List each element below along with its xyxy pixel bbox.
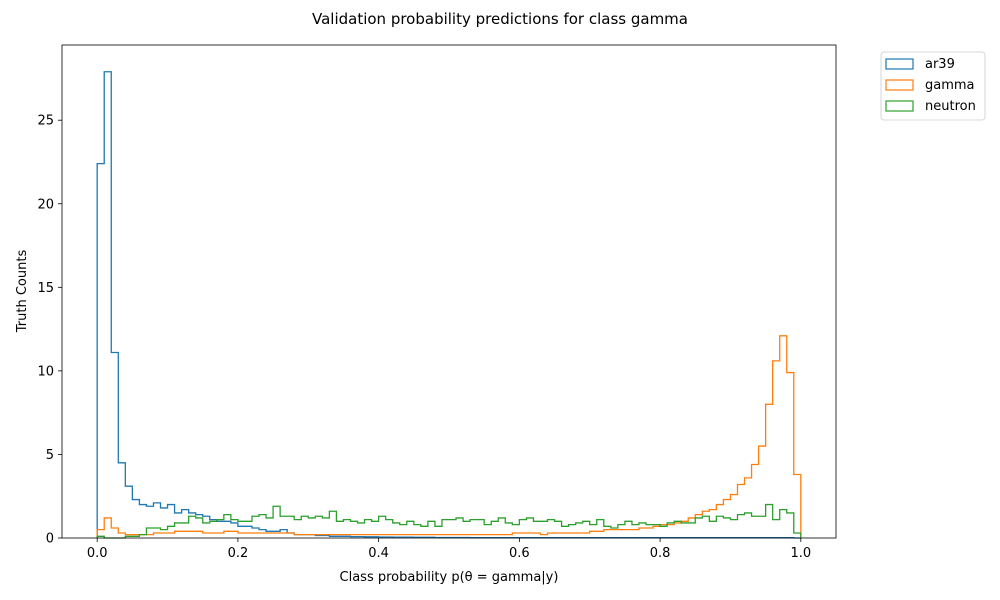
x-tick-label: 0.0 (87, 546, 108, 561)
y-tick-label: 5 (46, 448, 54, 463)
legend-label-neutron: neutron (925, 99, 976, 114)
histogram-series-gamma (96, 335, 802, 538)
x-axis: 0.0 0.2 0.4 0.6 0.8 1.0 (87, 538, 811, 561)
legend-label-ar39: ar39 (925, 57, 955, 72)
y-tick-label: 15 (37, 281, 54, 296)
y-tick-label: 20 (37, 197, 54, 212)
x-tick-label: 0.2 (228, 546, 249, 561)
y-axis-label: Truth Counts (15, 250, 30, 334)
chart-title: Validation probability predictions for c… (312, 10, 688, 28)
histogram-series-neutron (96, 503, 802, 539)
plot-frame (61, 44, 837, 539)
x-tick-label: 0.6 (509, 546, 530, 561)
legend-swatch-ar39 (885, 58, 914, 70)
x-tick-label: 1.0 (790, 546, 811, 561)
y-tick-label: 0 (46, 532, 54, 547)
legend-label-gamma: gamma (925, 78, 975, 93)
x-tick-label: 0.8 (650, 546, 671, 561)
y-tick-label: 25 (37, 114, 54, 129)
x-tick-label: 0.4 (368, 546, 389, 561)
legend: ar39 gamma neutron (880, 51, 986, 121)
y-axis: 0 5 10 15 20 25 (37, 114, 62, 547)
legend-swatch-neutron (885, 100, 914, 112)
x-axis-label: Class probability p(θ = gamma|y) (340, 570, 559, 585)
y-tick-label: 10 (37, 364, 54, 379)
legend-swatch-gamma (885, 79, 914, 91)
